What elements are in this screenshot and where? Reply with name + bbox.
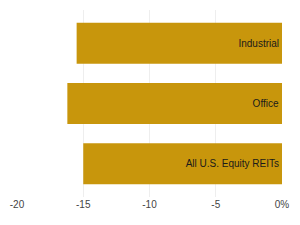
svg-text:-20: -20: [10, 199, 25, 210]
svg-text:-15: -15: [76, 199, 91, 210]
svg-text:0%: 0%: [275, 199, 290, 210]
svg-text:Office: Office: [253, 98, 279, 109]
svg-text:-10: -10: [142, 199, 157, 210]
svg-text:Industrial: Industrial: [238, 38, 279, 49]
svg-text:All U.S. Equity REITs: All U.S. Equity REITs: [186, 158, 279, 169]
svg-text:-5: -5: [211, 199, 220, 210]
